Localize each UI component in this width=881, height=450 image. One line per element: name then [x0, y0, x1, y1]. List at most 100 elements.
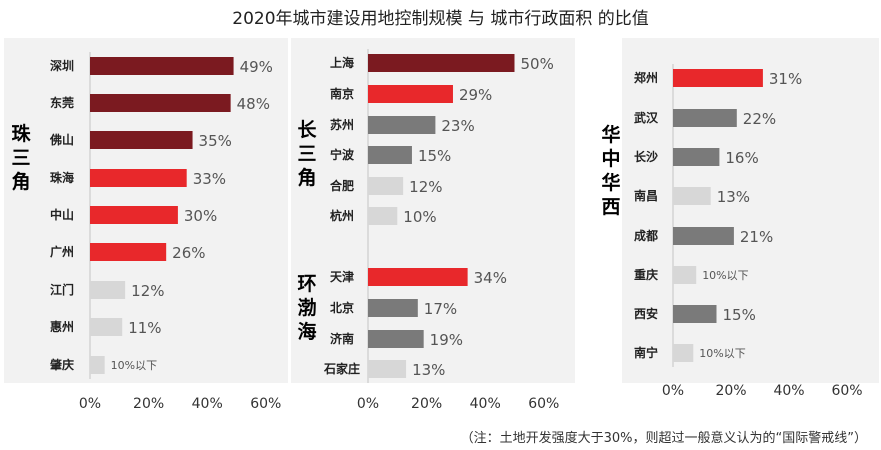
category-label: 重庆: [634, 267, 658, 282]
category-label: 深圳: [50, 58, 74, 73]
value-label: 34%: [474, 269, 507, 287]
value-label: 13%: [717, 188, 750, 206]
category-label: 广州: [50, 244, 74, 259]
bar: [368, 360, 407, 378]
category-label: 郑州: [634, 70, 658, 85]
value-label: 48%: [237, 95, 270, 113]
bar: [368, 207, 398, 225]
footnote: （注：土地开发强度大于30%，则超过一般意义认为的“国际警戒线”）: [460, 431, 867, 446]
bar: [673, 109, 737, 127]
category-label: 东莞: [50, 95, 74, 110]
value-label: 10%以下: [111, 359, 157, 372]
tick-label: 20%: [715, 383, 746, 399]
category-label: 佛山: [49, 132, 74, 147]
category-label: 武汉: [634, 110, 659, 125]
category-label: 合肥: [330, 178, 354, 193]
value-label: 49%: [240, 58, 273, 76]
tick-label: 40%: [192, 396, 223, 412]
value-label: 29%: [459, 86, 492, 104]
value-label: 50%: [521, 55, 554, 73]
chart-title: 2020年城市建设用地控制规模 与 城市行政面积 的比值: [232, 9, 649, 29]
category-label: 苏州: [330, 117, 354, 132]
tick-label: 60%: [831, 383, 862, 399]
bar: [368, 330, 424, 348]
value-label: 10%以下: [702, 269, 748, 282]
bar: [90, 206, 178, 224]
value-label: 26%: [172, 244, 205, 262]
category-label: 济南: [330, 331, 354, 346]
bar: [673, 227, 734, 245]
bar: [90, 243, 167, 261]
value-label: 17%: [424, 300, 457, 318]
category-label: 石家庄: [323, 361, 360, 376]
tick-label: 0%: [79, 396, 101, 412]
region-label-central-west: 华中华西: [601, 124, 621, 218]
category-label: 杭州: [330, 208, 354, 223]
category-label: 江门: [50, 282, 74, 297]
bar: [90, 281, 126, 299]
category-label: 珠海: [50, 170, 74, 185]
category-label: 天津: [330, 269, 354, 284]
bar: [368, 146, 412, 164]
value-label: 11%: [128, 319, 161, 337]
tick-label: 20%: [133, 396, 164, 412]
value-label: 31%: [769, 70, 802, 88]
tick-label: 60%: [250, 396, 281, 412]
tick-label: 20%: [411, 396, 442, 412]
value-label: 30%: [184, 207, 217, 225]
value-label: 15%: [723, 306, 756, 324]
bar: [368, 116, 436, 134]
category-label: 中山: [50, 207, 74, 222]
bar: [90, 169, 187, 187]
bar: [90, 356, 105, 374]
bar: [673, 344, 694, 362]
category-label: 成都: [634, 228, 658, 243]
value-label: 15%: [418, 147, 451, 165]
bar: [368, 177, 404, 195]
value-label: 12%: [409, 178, 442, 196]
bar: [368, 54, 515, 72]
category-label: 北京: [330, 300, 354, 315]
panel-central-west: [622, 38, 879, 383]
tick-label: 60%: [528, 396, 559, 412]
value-label: 19%: [430, 331, 463, 349]
value-label: 13%: [412, 361, 445, 379]
value-label: 10%: [403, 208, 436, 226]
value-label: 10%以下: [699, 347, 745, 360]
bar: [90, 57, 234, 75]
category-label: 南宁: [634, 345, 658, 360]
bar: [90, 94, 231, 112]
value-label: 23%: [441, 117, 474, 135]
category-label: 上海: [330, 55, 354, 70]
bar: [368, 299, 418, 317]
region-label-bohai-rim: 环渤海: [297, 273, 317, 343]
category-label: 宁波: [330, 147, 355, 162]
bar: [368, 268, 468, 286]
bar: [673, 187, 711, 205]
region-label-yangtze-delta: 长三角: [297, 119, 317, 189]
value-label: 22%: [743, 110, 776, 128]
category-label: 惠州: [50, 319, 74, 334]
value-label: 12%: [131, 282, 164, 300]
value-label: 16%: [725, 149, 758, 167]
category-label: 南京: [330, 86, 354, 101]
category-label: 肇庆: [50, 357, 74, 372]
region-label-pearl-river-delta: 珠三角: [11, 123, 31, 193]
bar: [673, 266, 697, 284]
bar: [673, 148, 720, 166]
value-label: 33%: [193, 170, 226, 188]
bar: [368, 85, 453, 103]
value-label: 21%: [740, 228, 773, 246]
value-label: 35%: [199, 132, 232, 150]
bar: [673, 305, 717, 323]
bar: [90, 318, 123, 336]
category-label: 南昌: [634, 188, 658, 203]
bar: [90, 131, 193, 149]
category-label: 西安: [634, 306, 658, 321]
bar: [673, 69, 763, 87]
tick-label: 40%: [470, 396, 501, 412]
category-label: 长沙: [634, 149, 658, 164]
